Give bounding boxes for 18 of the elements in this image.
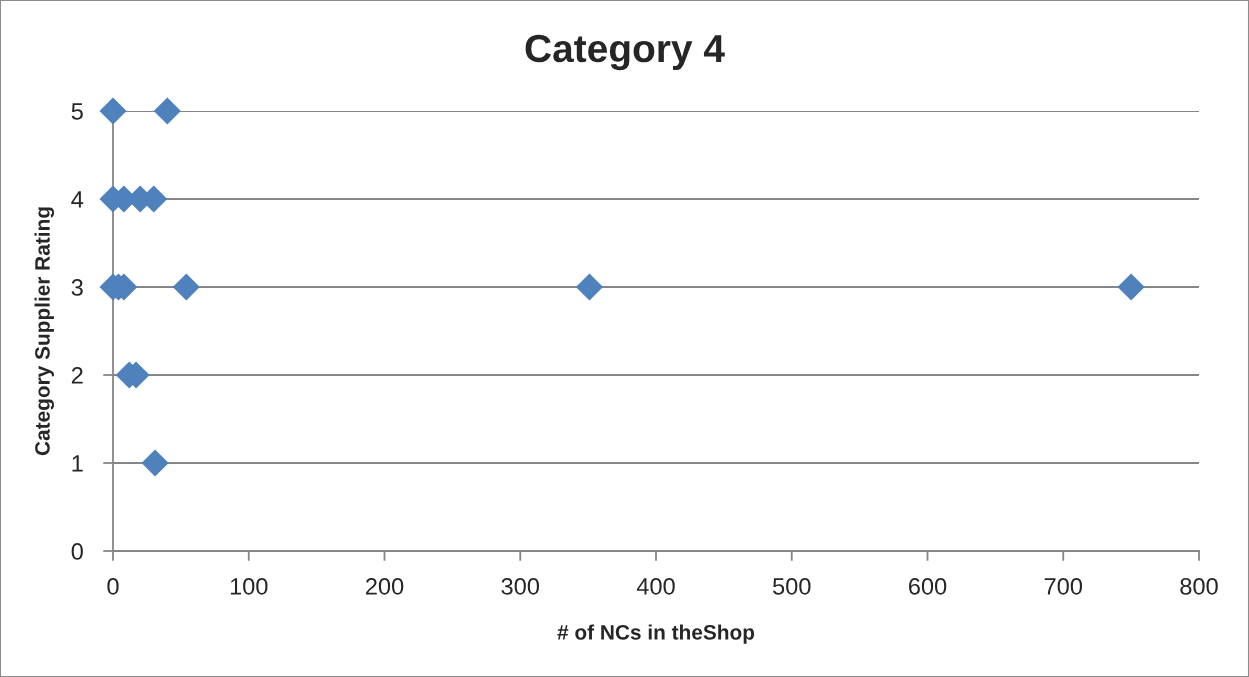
x-tick-label: 200 bbox=[365, 578, 404, 595]
y-tick-label: 1 bbox=[72, 455, 83, 472]
x-tick-label: 500 bbox=[773, 578, 811, 595]
x-tick-label: 0 bbox=[107, 578, 119, 595]
y-tick-label: 0 bbox=[71, 543, 83, 560]
y-tick-label: 4 bbox=[71, 191, 84, 208]
x-tick-label: 100 bbox=[230, 578, 268, 595]
y-tick-label: 5 bbox=[71, 103, 83, 120]
x-tick-label: 400 bbox=[636, 578, 675, 595]
x-tick-label: 700 bbox=[1044, 578, 1083, 595]
x-tick-label: 800 bbox=[1180, 578, 1218, 595]
y-axis-title: Category Supplier Rating bbox=[34, 207, 55, 456]
x-tick-label: 600 bbox=[909, 578, 947, 595]
chart-title: Category 4 bbox=[525, 34, 725, 71]
y-tick-label: 2 bbox=[71, 367, 83, 384]
y-tick-label: 3 bbox=[71, 279, 83, 296]
x-axis-title: # of NCs in theShop bbox=[557, 624, 755, 644]
x-tick-label: 300 bbox=[501, 578, 540, 595]
